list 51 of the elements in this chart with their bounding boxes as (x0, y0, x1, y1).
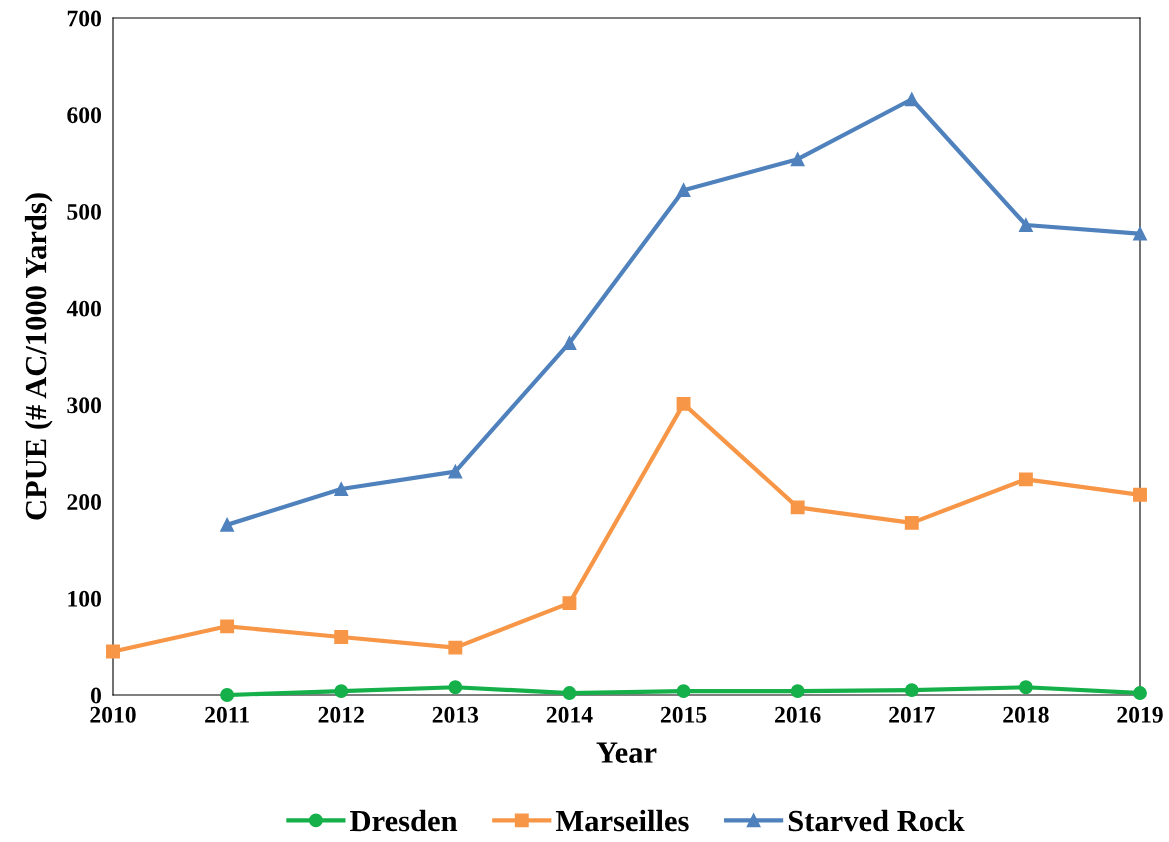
point (790, 500, 805, 515)
point (790, 152, 805, 167)
y-tick-label: 700 (67, 10, 101, 27)
y-tick-label: 500 (67, 203, 101, 220)
point (106, 644, 120, 659)
point (1018, 680, 1033, 695)
point (676, 396, 691, 411)
point (448, 464, 463, 479)
point (1018, 218, 1033, 232)
point (676, 684, 691, 699)
y-tick-label: 600 (67, 107, 101, 124)
y-tick-label: 0 (90, 687, 101, 704)
point (334, 684, 349, 699)
y-tick-label: 400 (66, 300, 101, 317)
point (448, 680, 463, 695)
point (1018, 472, 1033, 487)
y-tick-label: 100 (68, 590, 101, 607)
y-tick-label: 300 (67, 397, 101, 414)
y-tick-label: 200 (67, 494, 101, 510)
point (220, 619, 235, 634)
point (790, 684, 805, 699)
x-tick-label: 2010 (90, 706, 136, 723)
point (904, 515, 919, 530)
point (448, 640, 463, 655)
point (334, 630, 349, 644)
legend-label: Dresden (350, 809, 458, 832)
point (562, 596, 577, 611)
point (1133, 686, 1147, 701)
point (220, 688, 235, 702)
x-tick-label: 2013 (432, 706, 479, 723)
x-tick-label: 2018 (1003, 706, 1049, 723)
point (1133, 487, 1147, 502)
y-axis-title: CPUE (# AC/1000 Yards) (24, 193, 53, 520)
x-tick-label: 2016 (775, 706, 821, 723)
point (904, 92, 919, 107)
point (904, 683, 919, 698)
point (676, 183, 691, 198)
x-tick-label: 2015 (660, 706, 707, 723)
legend-label: Starved Rock (788, 809, 965, 832)
point (334, 482, 349, 496)
point (562, 686, 577, 701)
legend-label: Marseilles (555, 809, 689, 832)
point (220, 517, 235, 532)
x-tick-label: 2017 (889, 706, 935, 723)
point (1133, 226, 1147, 241)
x-tick-label: 2014 (546, 706, 593, 723)
x-tick-label: 2012 (318, 706, 364, 723)
point (562, 336, 577, 350)
x-tick-label: 2011 (205, 706, 249, 723)
x-tick-label: 2019 (1117, 706, 1163, 723)
x-axis-title: Year (596, 742, 657, 763)
